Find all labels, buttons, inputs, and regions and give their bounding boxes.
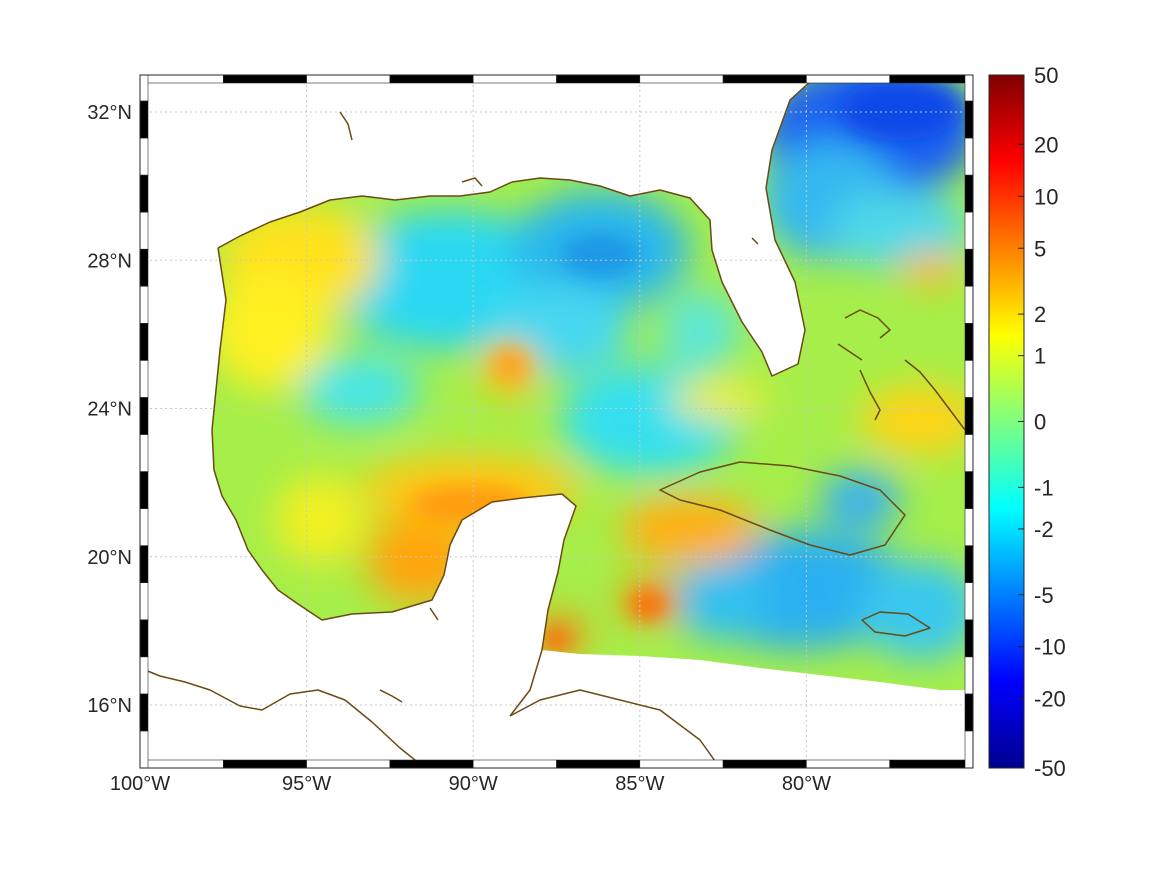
lat-tick-label: 32°N bbox=[87, 102, 132, 124]
lat-tick-label: 20°N bbox=[87, 547, 132, 569]
frame-segment bbox=[964, 174, 974, 213]
x-axis-labels: 100°W 95°W 90°W 85°W 80°W bbox=[110, 773, 831, 795]
lon-tick-label: 85°W bbox=[615, 773, 664, 795]
frame-segment bbox=[139, 248, 149, 287]
frame-segment bbox=[964, 137, 974, 176]
colorbar-tick-label: 50 bbox=[1034, 63, 1058, 88]
frame-segment bbox=[139, 619, 149, 658]
frame-segment bbox=[806, 759, 891, 769]
frame-segment bbox=[306, 74, 391, 84]
frame-segment bbox=[139, 759, 224, 769]
frame-segment bbox=[964, 545, 974, 584]
frame-segment bbox=[139, 693, 149, 732]
frame-segment bbox=[223, 759, 307, 769]
frame-segment bbox=[964, 693, 974, 732]
colorbar-tick-label: -20 bbox=[1034, 687, 1066, 712]
frame-segment bbox=[389, 759, 474, 769]
frame-segment bbox=[556, 74, 641, 84]
frame-segment bbox=[964, 74, 974, 102]
frame-segment bbox=[964, 211, 974, 250]
frame-segment bbox=[139, 471, 149, 509]
frame-segment bbox=[223, 74, 307, 84]
frame-segment bbox=[139, 508, 149, 546]
lon-tick-label: 90°W bbox=[449, 773, 498, 795]
colorbar-tick-label: 20 bbox=[1034, 132, 1058, 157]
frame-segment bbox=[964, 360, 974, 398]
frame-segment bbox=[139, 137, 149, 176]
colorbar-tick-label: -50 bbox=[1034, 756, 1066, 781]
frame-segment bbox=[139, 285, 149, 324]
frame-segment bbox=[139, 174, 149, 213]
frame-segment bbox=[964, 730, 974, 769]
colorbar-tick-label: 0 bbox=[1034, 410, 1046, 435]
frame-segment bbox=[139, 74, 224, 84]
frame-outline bbox=[139, 74, 974, 769]
colorbar-tick-label: 10 bbox=[1034, 184, 1058, 209]
frame-segment bbox=[964, 285, 974, 324]
frame-segment bbox=[306, 759, 391, 769]
frame-segment bbox=[139, 322, 149, 361]
lat-tick-label: 28°N bbox=[87, 250, 132, 272]
frame-segment bbox=[964, 656, 974, 695]
frame-segment bbox=[806, 74, 891, 84]
frame-segment bbox=[139, 730, 149, 769]
frame-segment bbox=[964, 508, 974, 546]
frame-segment bbox=[639, 759, 724, 769]
colorbar-tick-label: 2 bbox=[1034, 302, 1046, 327]
colorbar-tick-label: -1 bbox=[1034, 475, 1054, 500]
lat-tick-label: 16°N bbox=[87, 695, 132, 717]
frame-segment bbox=[964, 397, 974, 435]
frame-segment bbox=[639, 74, 724, 84]
frame-segment bbox=[139, 360, 149, 398]
coastline bbox=[140, 79, 966, 768]
frame-segment bbox=[139, 74, 149, 102]
frame-segment bbox=[472, 74, 557, 84]
frame-segment bbox=[889, 74, 974, 84]
frame-segment bbox=[139, 656, 149, 695]
frame-segment bbox=[964, 471, 974, 509]
frame-segment bbox=[964, 619, 974, 658]
frame-segment bbox=[139, 211, 149, 250]
lon-tick-label: 95°W bbox=[282, 773, 331, 795]
y-axis-labels: 32°N 28°N 24°N 20°N 16°N bbox=[87, 102, 132, 717]
colorbar-tick-label: 1 bbox=[1034, 344, 1046, 369]
frame-segment bbox=[139, 434, 149, 472]
colorbar-tick-label: -5 bbox=[1034, 583, 1054, 608]
frame-segment bbox=[964, 100, 974, 139]
frame-segment bbox=[139, 582, 149, 621]
frame-segment bbox=[472, 759, 557, 769]
map-frame bbox=[139, 74, 974, 769]
colorbar-tick-label: -10 bbox=[1034, 635, 1066, 660]
frame-segment bbox=[964, 322, 974, 361]
frame-segment bbox=[139, 545, 149, 584]
colorbar-tick-label: 5 bbox=[1034, 236, 1046, 261]
frame-segment bbox=[964, 434, 974, 472]
lon-tick-label: 100°W bbox=[110, 773, 170, 795]
frame-segment bbox=[964, 248, 974, 287]
frame-segment bbox=[139, 100, 149, 139]
frame-segment bbox=[389, 74, 474, 84]
frame-segment bbox=[964, 582, 974, 621]
graticule bbox=[140, 75, 973, 768]
colorbar-tick-label: -2 bbox=[1034, 517, 1054, 542]
lat-tick-label: 24°N bbox=[87, 399, 132, 421]
frame-segment bbox=[139, 397, 149, 435]
lon-tick-label: 80°W bbox=[782, 773, 831, 795]
frame-segment bbox=[556, 759, 641, 769]
frame-segment bbox=[722, 74, 807, 84]
frame-segment bbox=[889, 759, 974, 769]
frame-segment bbox=[722, 759, 807, 769]
